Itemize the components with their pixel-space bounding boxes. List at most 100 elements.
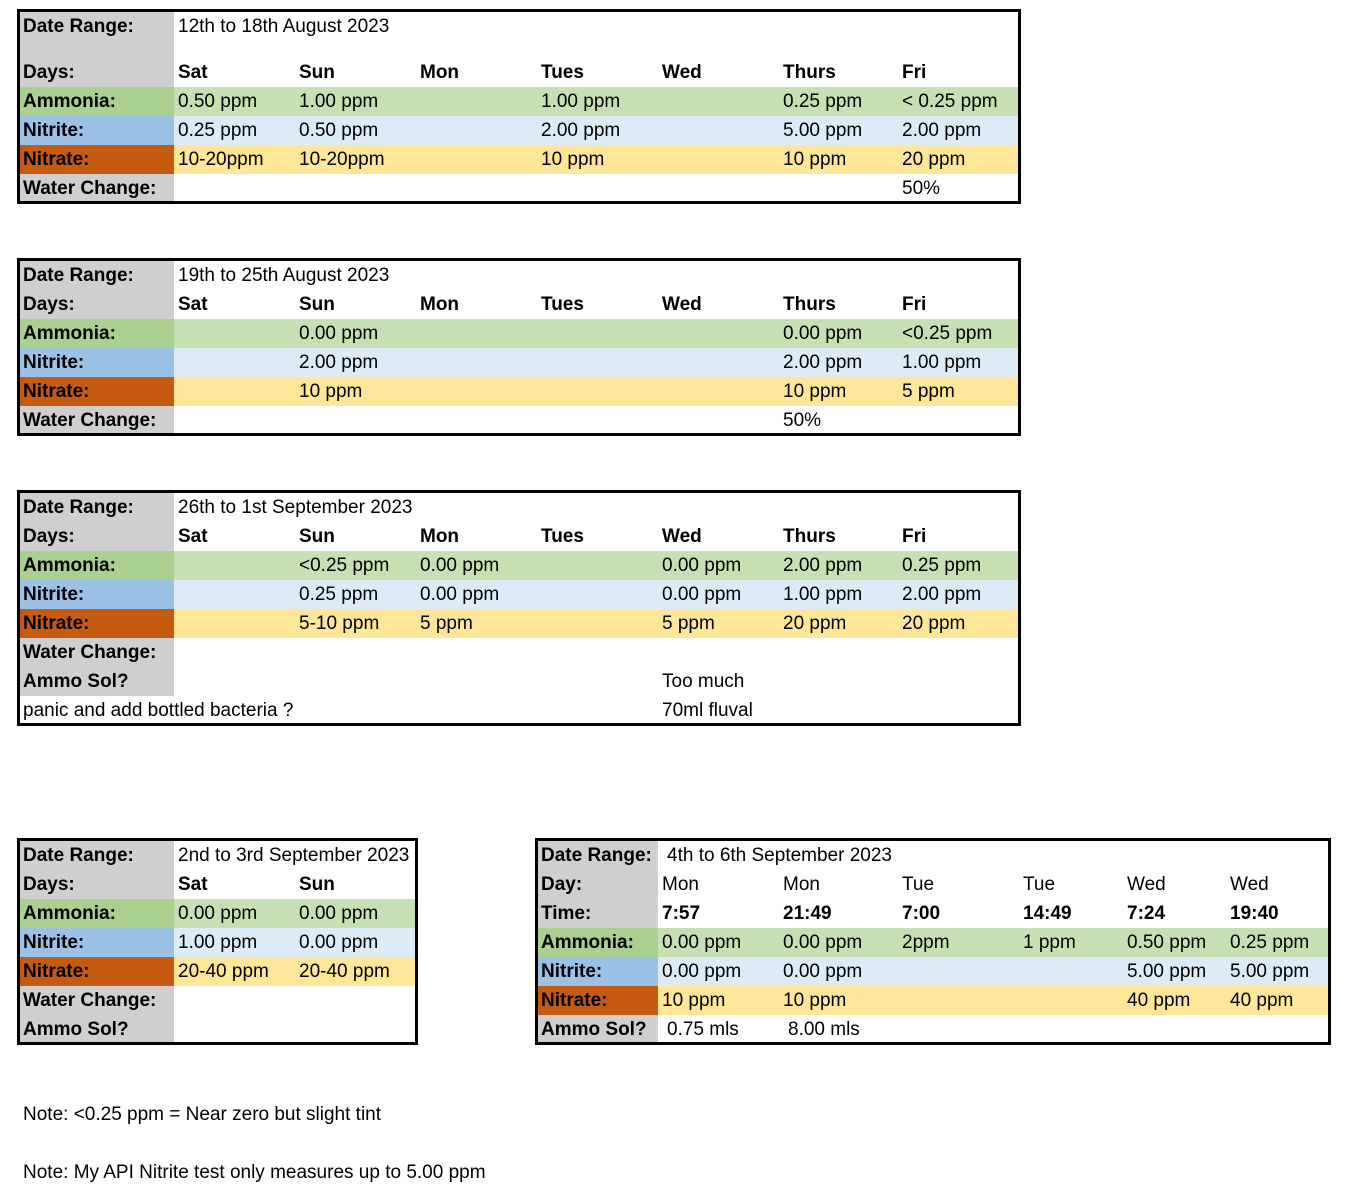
nitrate-value: 5 ppm <box>662 613 715 634</box>
nitrate-value: 5 ppm <box>902 381 955 402</box>
nitrate-value: 10 ppm <box>783 149 847 170</box>
ammonia-value: 0.00 ppm <box>783 323 863 344</box>
date-range-row: Date Range: 12th to 18th August 2023 <box>20 12 1018 58</box>
nitrite-row: Nitrite: 1.00 ppm 0.00 ppm <box>20 928 415 957</box>
water-change-label: Water Change: <box>20 406 174 433</box>
days-label: Days: <box>20 58 174 87</box>
nitrate-label: Nitrate: <box>20 377 174 406</box>
date-range-value: 4th to 6th September 2023 <box>667 845 892 866</box>
ammonia-value: 0.00 ppm <box>662 555 742 576</box>
nitrate-value: 10-20ppm <box>178 149 264 170</box>
days-row: Days: Sat Sun Mon Tues Wed Thurs Fri <box>20 290 1018 319</box>
nitrate-value: 10 ppm <box>299 381 363 402</box>
time-value: 19:40 <box>1230 903 1279 924</box>
ammonia-value: 0.00 ppm <box>299 323 379 344</box>
water-change-row: Water Change: 50% <box>20 174 1018 201</box>
nitrite-label: Nitrite: <box>20 348 174 377</box>
ammonia-label: Ammonia: <box>20 87 174 116</box>
nitrite-row: Nitrite: 0.25 ppm 0.00 ppm 0.00 ppm 1.00… <box>20 580 1018 609</box>
day-header: Wed <box>662 526 702 547</box>
ammonia-row: Ammonia: 0.00 ppm 0.00 ppm <box>20 899 415 928</box>
nitrite-value: 5.00 ppm <box>1230 961 1310 982</box>
date-range-value: 26th to 1st September 2023 <box>178 497 413 518</box>
days-row: Days: Sat Sun Mon Tues Wed Thurs Fri <box>20 58 1018 87</box>
day-header: Sun <box>299 294 335 315</box>
ammo-sol-value: 8.00 mls <box>788 1019 860 1040</box>
ammo-sol-label: Ammo Sol? <box>538 1015 658 1042</box>
day-header: Sun <box>299 62 335 83</box>
panic-value: 70ml fluval <box>662 700 753 721</box>
ammo-sol-row: Ammo Sol? 0.75 mls 8.00 mls <box>538 1015 1328 1042</box>
nitrate-value: 5-10 ppm <box>299 613 380 634</box>
ammonia-value: 2.00 ppm <box>783 555 863 576</box>
ammonia-value: 0.50 ppm <box>178 91 258 112</box>
water-change-value: 50% <box>783 410 822 431</box>
nitrite-value: 0.25 ppm <box>178 120 258 141</box>
log-table-week2: Date Range: 19th to 25th August 2023 Day… <box>17 258 1021 436</box>
nitrate-value: 20 ppm <box>902 149 966 170</box>
time-value: 7:00 <box>902 903 941 924</box>
nitrite-value: 2.00 ppm <box>541 120 621 141</box>
nitrite-label: Nitrite: <box>20 928 174 957</box>
nitrate-value: 40 ppm <box>1230 990 1294 1011</box>
nitrite-row: Nitrite: 0.25 ppm 0.50 ppm 2.00 ppm 5.00… <box>20 116 1018 145</box>
nitrite-value: 0.50 ppm <box>299 120 379 141</box>
day-header: Fri <box>902 526 927 547</box>
nitrate-value: 20 ppm <box>902 613 966 634</box>
day-header: Thurs <box>783 294 836 315</box>
nitrate-value: 10-20ppm <box>299 149 385 170</box>
nitrite-label: Nitrite: <box>538 957 658 986</box>
nitrate-value: 10 ppm <box>662 990 726 1011</box>
nitrate-value: 10 ppm <box>783 381 847 402</box>
date-range-label: Date Range: <box>20 493 174 522</box>
nitrate-label: Nitrate: <box>20 145 174 174</box>
time-value: 7:24 <box>1127 903 1166 924</box>
log-table-week3: Date Range: 26th to 1st September 2023 D… <box>17 490 1021 726</box>
ammo-sol-value: Too much <box>662 671 745 692</box>
nitrite-value: 0.25 ppm <box>299 584 379 605</box>
date-range-label: Date Range: <box>20 261 174 290</box>
nitrite-value: 2.00 ppm <box>902 120 982 141</box>
nitrite-value: 0.00 ppm <box>299 932 379 953</box>
time-label: Time: <box>538 899 658 928</box>
nitrate-value: 10 ppm <box>541 149 605 170</box>
day-header: Sun <box>299 874 335 895</box>
time-value: 7:57 <box>662 903 701 924</box>
day-header: Sat <box>178 526 208 547</box>
day-header: Tues <box>541 62 584 83</box>
nitrate-value: 20-40 ppm <box>299 961 390 982</box>
nitrite-value: 1.00 ppm <box>178 932 258 953</box>
nitrite-label: Nitrite: <box>20 116 174 145</box>
days-label: Days: <box>20 522 174 551</box>
ammo-sol-label: Ammo Sol? <box>20 667 174 696</box>
nitrite-label: Nitrite: <box>20 580 174 609</box>
days-label: Days: <box>20 870 174 899</box>
ammonia-label: Ammonia: <box>20 551 174 580</box>
note-tint: Note: <0.25 ppm = Near zero but slight t… <box>23 1104 382 1125</box>
day-header: Sat <box>178 62 208 83</box>
nitrate-value: 20-40 ppm <box>178 961 269 982</box>
nitrate-row: Nitrate: 10-20ppm 10-20ppm 10 ppm 10 ppm… <box>20 145 1018 174</box>
day-label: Day: <box>538 870 658 899</box>
nitrite-value: 1.00 ppm <box>902 352 982 373</box>
ammonia-label: Ammonia: <box>20 899 174 928</box>
ammonia-value: 0.50 ppm <box>1127 932 1207 953</box>
ammonia-value: 0.25 ppm <box>902 555 982 576</box>
ammonia-label: Ammonia: <box>20 319 174 348</box>
date-range-label: Date Range: <box>20 12 174 58</box>
day-header: Sun <box>299 526 335 547</box>
ammonia-row: Ammonia: 0.00 ppm 0.00 ppm 2ppm 1 ppm 0.… <box>538 928 1328 957</box>
date-range-value: 12th to 18th August 2023 <box>178 16 390 37</box>
date-range-row: Date Range: 2nd to 3rd September 2023 <box>20 841 415 870</box>
nitrite-value: 0.00 ppm <box>662 584 742 605</box>
days-label: Days: <box>20 290 174 319</box>
day-header: Mon <box>662 874 699 895</box>
nitrate-row: Nitrate: 10 ppm 10 ppm 40 ppm 40 ppm <box>538 986 1328 1015</box>
nitrate-value: 20 ppm <box>783 613 847 634</box>
ammonia-row: Ammonia: <0.25 ppm 0.00 ppm 0.00 ppm 2.0… <box>20 551 1018 580</box>
ammonia-value: 0.00 ppm <box>783 932 863 953</box>
day-header: Tue <box>1023 874 1056 895</box>
log-table-week1: Date Range: 12th to 18th August 2023 Day… <box>17 9 1021 204</box>
ammonia-value: 0.00 ppm <box>178 903 258 924</box>
time-value: 21:49 <box>783 903 832 924</box>
